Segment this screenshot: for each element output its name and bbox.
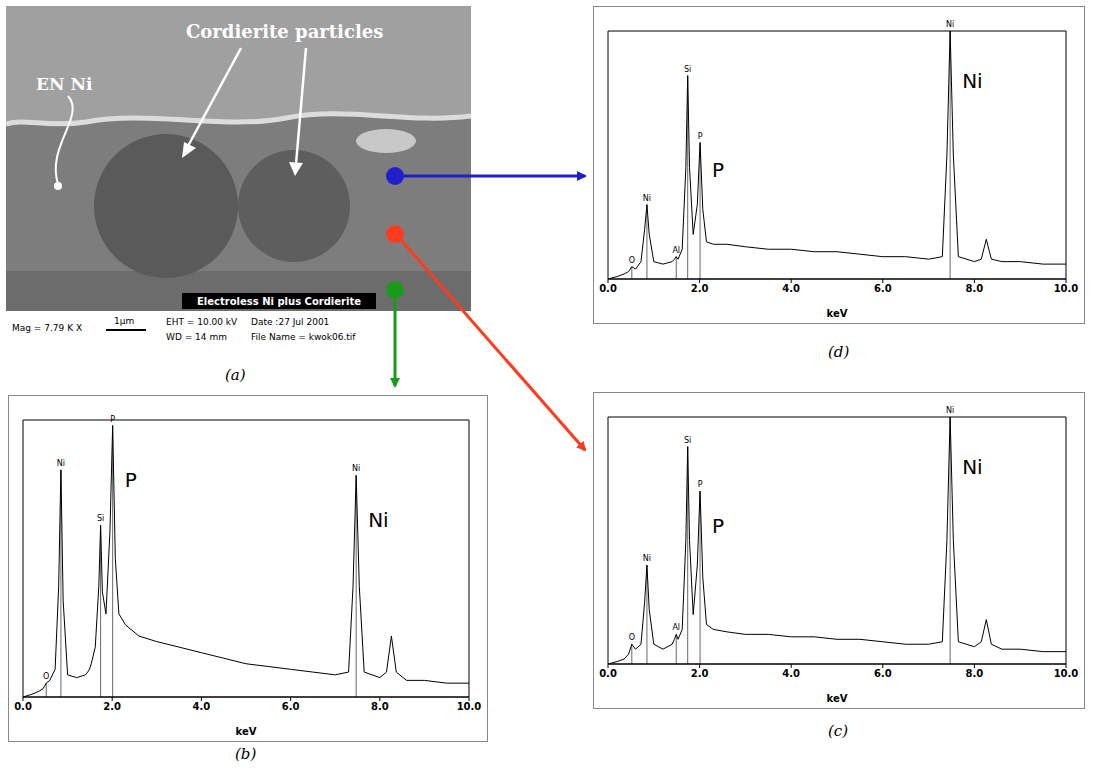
- svg-text:keV: keV: [827, 308, 848, 319]
- svg-text:Al: Al: [672, 623, 680, 632]
- svg-text:0.0: 0.0: [14, 701, 32, 712]
- svg-text:8.0: 8.0: [371, 701, 389, 712]
- svg-text:Date :27 Jul 2001: Date :27 Jul 2001: [251, 317, 329, 327]
- svg-text:P: P: [712, 158, 724, 182]
- svg-text:WD = 14 mm: WD = 14 mm: [166, 332, 227, 342]
- svg-text:Si: Si: [684, 436, 691, 445]
- svg-text:6.0: 6.0: [874, 668, 892, 679]
- svg-text:O: O: [43, 672, 49, 681]
- svg-text:Ni: Ni: [368, 508, 389, 532]
- svg-text:Ni: Ni: [643, 554, 651, 563]
- svg-text:O: O: [629, 256, 635, 265]
- svg-text:4.0: 4.0: [782, 283, 800, 294]
- svg-text:O: O: [629, 633, 635, 642]
- svg-text:2.0: 2.0: [691, 668, 709, 679]
- svg-text:0.0: 0.0: [599, 668, 617, 679]
- svg-text:Mag = 7.79 K X: Mag = 7.79 K X: [12, 323, 82, 333]
- svg-text:10.0: 10.0: [457, 701, 482, 712]
- html-text:(a): (a): [225, 366, 246, 384]
- svg-text:8.0: 8.0: [966, 283, 984, 294]
- svg-text:keV: keV: [236, 726, 257, 737]
- svg-text:P: P: [110, 415, 115, 424]
- svg-text:P: P: [712, 514, 724, 538]
- svg-text:EHT = 10.00 kV: EHT = 10.00 kV: [166, 317, 238, 327]
- html-text:(c): (c): [828, 722, 849, 740]
- svg-text:EN Ni: EN Ni: [36, 74, 93, 94]
- svg-text:P: P: [125, 468, 137, 492]
- svg-text:Ni: Ni: [57, 459, 65, 468]
- html-text:(d): (d): [828, 343, 850, 361]
- svg-text:Electroless Ni plus Cordierite: Electroless Ni plus Cordierite: [197, 296, 361, 307]
- html-text:(b): (b): [235, 745, 257, 763]
- svg-text:10.0: 10.0: [1054, 283, 1079, 294]
- svg-text:2.0: 2.0: [103, 701, 121, 712]
- svg-text:8.0: 8.0: [966, 668, 984, 679]
- svg-text:Si: Si: [684, 65, 691, 74]
- svg-text:Al: Al: [672, 246, 680, 255]
- svg-text:6.0: 6.0: [874, 283, 892, 294]
- svg-text:Ni: Ni: [946, 20, 954, 29]
- svg-text:4.0: 4.0: [193, 701, 211, 712]
- svg-text:keV: keV: [827, 693, 848, 704]
- svg-text:6.0: 6.0: [282, 701, 300, 712]
- svg-text:Cordierite particles: Cordierite particles: [186, 21, 383, 42]
- svg-text:2.0: 2.0: [691, 283, 709, 294]
- svg-text:Ni: Ni: [352, 464, 360, 473]
- svg-text:P: P: [698, 132, 703, 141]
- svg-text:1µm: 1µm: [114, 316, 134, 326]
- svg-text:P: P: [698, 480, 703, 489]
- svg-text:0.0: 0.0: [599, 283, 617, 294]
- svg-text:10.0: 10.0: [1054, 668, 1079, 679]
- svg-text:4.0: 4.0: [782, 668, 800, 679]
- svg-text:Ni: Ni: [962, 455, 983, 479]
- svg-text:Ni: Ni: [946, 406, 954, 415]
- svg-text:File Name = kwok06.tif: File Name = kwok06.tif: [251, 332, 356, 342]
- svg-text:Ni: Ni: [962, 69, 983, 93]
- svg-text:Si: Si: [97, 514, 104, 523]
- svg-text:Ni: Ni: [643, 194, 651, 203]
